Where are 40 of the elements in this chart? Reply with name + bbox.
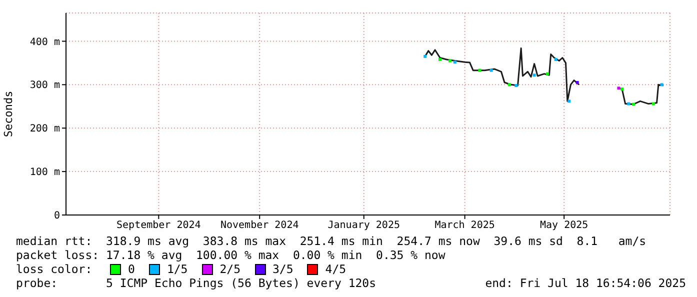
point [617, 86, 620, 90]
point [514, 84, 518, 88]
y-tick-label: 100 m [30, 167, 60, 178]
point [660, 83, 664, 86]
point [478, 68, 482, 72]
legend-label: 1/5 [166, 262, 188, 276]
point [627, 102, 630, 106]
legend-label: 2/5 [220, 262, 240, 276]
y-tick-label: 200 m [30, 124, 60, 135]
point [438, 58, 442, 61]
x-tick-label: September 2024 [116, 220, 201, 232]
point [554, 58, 558, 61]
text: packet loss: 17.18 % avg 100.00 % max 0.00 % min 0.35 % now [16, 248, 446, 262]
x-tick-label: January 2025 [328, 220, 400, 232]
legend-title: loss color: [16, 262, 94, 276]
legend-label: 4/5 [325, 262, 346, 276]
x-tick-label: November 2024 [220, 220, 299, 232]
point [576, 81, 579, 84]
text: end: Fri Jul 18 16:54:06 2025 [485, 276, 686, 290]
text: median rtt: 318.9 ms avg 383.8 ms max 251.4 ms min 254.7 ms now 39.6 ms sd 8.1 am/s [16, 234, 648, 248]
x-tick-label: March 2025 [434, 220, 495, 232]
y-tick-label: 0 [54, 210, 60, 222]
point [620, 88, 624, 91]
point [652, 102, 655, 106]
point [424, 54, 427, 58]
point [568, 100, 571, 103]
y-tick-label: 300 m [30, 80, 60, 92]
point [632, 102, 636, 106]
y-axis-title: Seconds [2, 90, 15, 138]
y-tick-label: 400 m [30, 36, 60, 48]
text: probe: 5 ICMP Echo Pings (56 Bytes) every 120s [16, 276, 376, 290]
point [448, 59, 452, 62]
point [453, 60, 456, 64]
point [546, 72, 550, 76]
legend-label: 0 [128, 262, 135, 276]
legend-label: 3/5 [272, 262, 294, 276]
point [532, 74, 536, 77]
point [490, 68, 493, 72]
x-tick-label: May 2025 [540, 220, 588, 232]
point [508, 83, 511, 86]
